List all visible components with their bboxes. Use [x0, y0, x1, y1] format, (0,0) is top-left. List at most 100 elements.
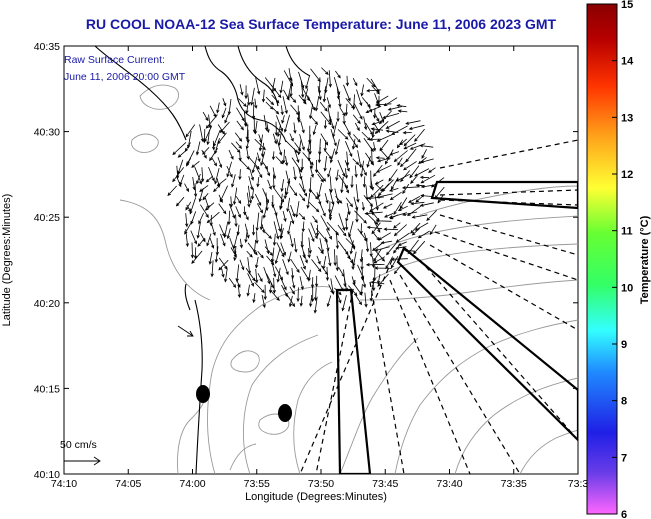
current-vector [239, 259, 245, 271]
current-vector [370, 178, 374, 191]
current-vector [246, 192, 251, 208]
current-vector [280, 277, 287, 291]
current-vector [290, 259, 300, 273]
current-vector [338, 213, 346, 232]
x-axis-label: Longitude (Degrees:Minutes) [245, 491, 387, 503]
current-vector [366, 225, 383, 230]
current-vector [395, 232, 410, 243]
current-vector [370, 184, 384, 199]
current-vector [265, 101, 274, 110]
scale-arrow [64, 456, 101, 466]
current-vector [276, 138, 283, 156]
current-vector [317, 147, 322, 164]
current-vector [254, 120, 258, 135]
current-vector [389, 188, 399, 192]
current-vector [382, 203, 393, 209]
current-vector [218, 259, 229, 271]
current-vector [193, 247, 198, 260]
current-vector [272, 133, 278, 145]
current-vector [305, 75, 310, 90]
current-vector [434, 186, 445, 199]
current-vector [216, 178, 227, 187]
current-vector [352, 78, 358, 87]
current-vector [287, 220, 292, 235]
current-vector [373, 249, 382, 262]
current-vector [308, 237, 312, 255]
x-tick-label: 73:45 [372, 478, 398, 490]
current-vector [365, 238, 370, 253]
current-vector [276, 115, 284, 132]
current-vector [288, 210, 295, 225]
current-vector [375, 193, 393, 199]
current-vector [357, 150, 362, 169]
current-vector [271, 94, 280, 104]
plot-frame [63, 45, 579, 475]
current-vector [193, 183, 198, 198]
current-vector [260, 151, 266, 167]
current-vector [301, 221, 305, 233]
current-vector [175, 196, 185, 207]
current-vector [410, 176, 417, 185]
current-vector [255, 256, 259, 269]
current-vector [333, 249, 337, 267]
current-vector [321, 67, 329, 76]
current-vector [186, 204, 192, 213]
current-vector [258, 134, 263, 152]
current-vector [270, 290, 280, 301]
current-vector [270, 77, 276, 94]
current-vector [218, 257, 228, 270]
current-vector [397, 109, 408, 113]
current-vector [249, 168, 254, 181]
current-vector [373, 249, 386, 262]
current-vector [385, 129, 399, 133]
current-vector [377, 274, 381, 285]
current-vector [251, 224, 256, 236]
current-vector [334, 275, 344, 292]
current-vector [293, 148, 300, 164]
current-vector [250, 87, 255, 106]
current-vector [270, 258, 277, 278]
current-vector [311, 259, 322, 273]
current-vector [299, 295, 303, 307]
current-vector [322, 86, 327, 103]
current-vector [238, 152, 242, 162]
current-vector [334, 188, 340, 205]
current-vector [403, 161, 417, 171]
current-vector [254, 282, 265, 294]
current-vector [372, 277, 376, 292]
current-vector [360, 160, 364, 178]
current-vector [264, 231, 272, 240]
current-vector [340, 176, 344, 194]
x-tick-label: 73:3 [568, 478, 589, 490]
current-vector [208, 251, 213, 265]
current-vector [256, 203, 263, 214]
current-vector [263, 284, 267, 301]
current-vector [364, 292, 368, 308]
current-vector [287, 251, 292, 263]
current-vector [417, 230, 430, 239]
current-vector [393, 264, 402, 275]
current-vector [257, 251, 264, 259]
current-vector [205, 114, 218, 129]
current-vector [366, 155, 371, 168]
current-vector [184, 183, 190, 193]
current-vector [213, 185, 220, 193]
current-vector [343, 121, 351, 136]
current-vector [352, 114, 361, 125]
current-vector [367, 196, 384, 200]
current-vector [282, 149, 286, 164]
current-vector [317, 85, 322, 101]
current-vector [248, 156, 260, 170]
current-vector [229, 196, 234, 208]
colorbar-tick-label: 9 [621, 339, 627, 351]
current-vector [383, 227, 399, 231]
current-vector [243, 206, 247, 216]
current-vector [296, 287, 300, 303]
current-vector [280, 242, 286, 256]
current-vector [403, 134, 416, 147]
current-vector [271, 85, 282, 99]
current-vector [199, 124, 205, 143]
current-vector [320, 111, 332, 126]
current-vector [231, 174, 236, 188]
x-tick-label: 74:00 [179, 478, 205, 490]
